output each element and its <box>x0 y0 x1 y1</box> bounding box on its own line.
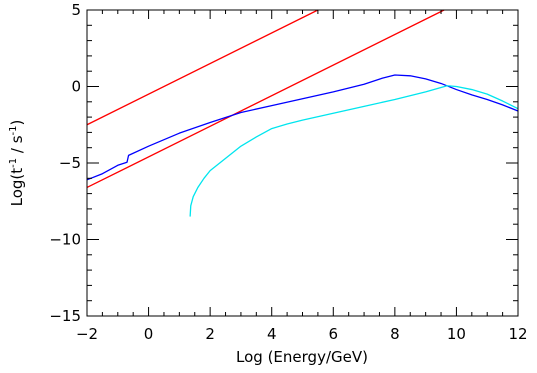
y-axis-label-middle: / s <box>8 135 26 158</box>
x-tick-label: 12 <box>508 325 527 343</box>
y-tick-label: −10 <box>49 231 81 249</box>
y-tick-label: −15 <box>49 307 81 325</box>
series-line-4 <box>189 85 519 217</box>
plot-frame <box>86 9 519 317</box>
series-line-1 <box>86 9 319 126</box>
series-line-3 <box>86 74 519 181</box>
x-tick-label: 2 <box>205 325 215 343</box>
y-axis-label-end: ) <box>8 120 26 126</box>
series-layer <box>86 9 519 217</box>
x-tick-label: 8 <box>390 325 400 343</box>
y-tick-label: 0 <box>71 78 81 96</box>
series-line-2 <box>86 9 445 189</box>
y-tick-label: −5 <box>59 154 81 172</box>
y-tick-label: 5 <box>71 1 81 19</box>
y-axis-label-superscript-2: -1 <box>8 125 19 135</box>
x-tick-label: −2 <box>76 325 98 343</box>
x-tick-label: 6 <box>329 325 339 343</box>
y-axis-label-base: Log(t <box>8 168 26 207</box>
tick-label-layer: −2 0 2 4 6 8 10 12 −15 −10 −5 0 5 <box>49 1 527 343</box>
tick-layer <box>86 9 519 317</box>
y-axis-label: Log(t-1 / s-1) <box>8 120 26 207</box>
x-tick-label: 10 <box>447 325 466 343</box>
x-tick-label: 0 <box>144 325 154 343</box>
x-axis-label: Log (Energy/GeV) <box>236 348 368 366</box>
x-tick-label: 4 <box>267 325 277 343</box>
y-axis-label-superscript-1: -1 <box>8 158 19 168</box>
